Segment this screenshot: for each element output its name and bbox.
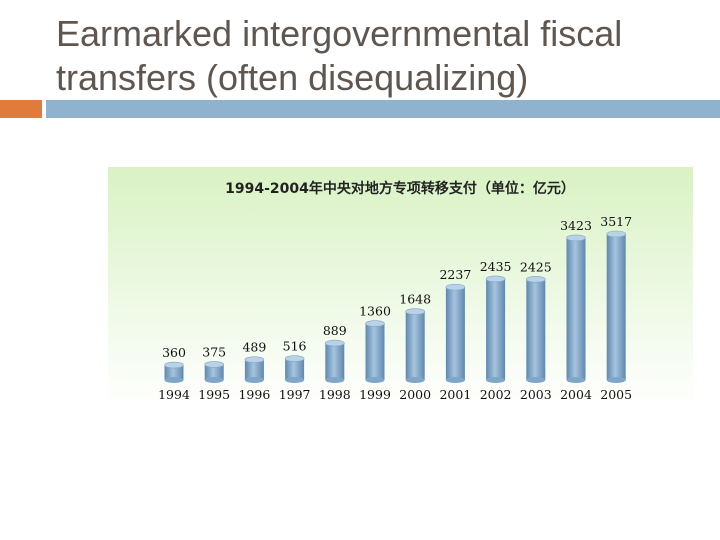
data-label-2001: 2237 <box>439 267 471 282</box>
data-label-2005: 3517 <box>600 214 632 229</box>
chart-title: 1994-2004年中央对地方专项转移支付（单位：亿元） <box>225 180 575 197</box>
data-label-2000: 1648 <box>399 292 431 307</box>
data-label-1999: 1360 <box>359 304 391 319</box>
data-label-2003: 2425 <box>520 259 552 274</box>
x-tick-label-1997: 1997 <box>279 387 311 402</box>
bar-1997 <box>285 358 305 380</box>
bar-2002 <box>486 278 506 380</box>
bar-1996 <box>244 359 264 380</box>
x-tick-label-2004: 2004 <box>560 387 592 402</box>
bar-cap-1999 <box>365 320 385 327</box>
x-tick-label-1996: 1996 <box>238 387 270 402</box>
title-accent-orange <box>0 100 42 118</box>
data-label-1998: 889 <box>323 323 347 338</box>
bar-cap-2001 <box>445 283 466 291</box>
data-label-1995: 375 <box>202 344 226 359</box>
bar-cap-2005 <box>606 230 627 238</box>
bar-base-2004 <box>566 377 586 383</box>
title-accent-blue-rule <box>46 100 720 118</box>
bar-cap-1995 <box>204 361 224 368</box>
data-label-2002: 2435 <box>480 259 512 274</box>
bar-chart: 1994-2004年中央对地方专项转移支付（单位：亿元） 360 1994 375 1… <box>158 180 632 402</box>
x-tick-label-1995: 1995 <box>198 387 230 402</box>
bar-cap-2002 <box>485 275 506 283</box>
data-label-1996: 489 <box>242 340 266 355</box>
bar-cap-2003 <box>525 276 546 283</box>
data-label-1994: 360 <box>162 345 186 360</box>
data-label-2004: 3423 <box>560 218 592 233</box>
bar-cap-1998 <box>325 339 345 347</box>
bar-1999 <box>365 323 385 380</box>
bar-base-2003 <box>526 377 546 383</box>
bar-1994 <box>164 365 184 380</box>
bar-base-1996 <box>244 377 264 383</box>
bar-base-1997 <box>285 377 305 383</box>
x-tick-label-2001: 2001 <box>439 387 471 402</box>
bar-2001 <box>445 287 465 380</box>
bar-base-2001 <box>445 377 465 383</box>
slide-title: Earmarked intergovernmental fiscal trans… <box>56 13 623 98</box>
bar-cap-2004 <box>566 234 586 242</box>
bar-base-1999 <box>365 377 385 383</box>
bar-base-2000 <box>405 377 425 383</box>
x-tick-label-1998: 1998 <box>319 387 351 402</box>
bar-1995 <box>204 364 224 380</box>
bar-cap-1994 <box>164 361 184 369</box>
bar-cap-1997 <box>284 355 305 362</box>
x-tick-label-2002: 2002 <box>480 387 512 402</box>
bar-2000 <box>405 311 425 380</box>
bar-cap-2000 <box>405 308 426 315</box>
bar-base-2002 <box>486 377 506 383</box>
x-tick-label-2005: 2005 <box>600 387 632 402</box>
x-tick-label-1994: 1994 <box>158 387 190 402</box>
bar-base-2005 <box>606 377 626 383</box>
bar-2003 <box>526 279 546 380</box>
bar-1998 <box>325 343 345 380</box>
bar-base-1994 <box>164 377 184 383</box>
bar-2004 <box>566 237 586 380</box>
x-tick-label-2000: 2000 <box>399 387 431 402</box>
bar-base-1995 <box>204 377 224 383</box>
bar-cap-1996 <box>244 356 265 364</box>
x-tick-label-2003: 2003 <box>520 387 552 402</box>
bar-base-1998 <box>325 377 345 383</box>
x-tick-label-1999: 1999 <box>359 387 391 402</box>
data-label-1997: 516 <box>283 339 307 354</box>
bar-2005 <box>606 234 626 380</box>
